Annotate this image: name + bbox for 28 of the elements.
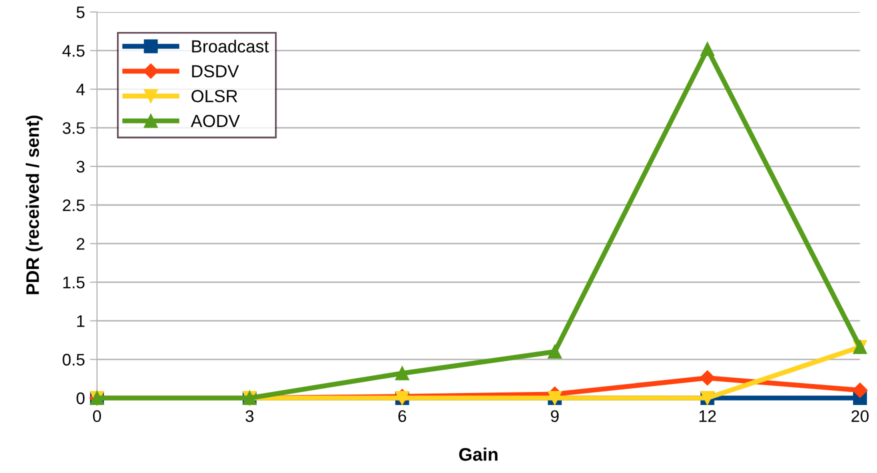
- y-tick-label: 3: [76, 160, 84, 173]
- x-tick-label: 0: [93, 410, 101, 422]
- point: [700, 42, 714, 56]
- legend-label: OLSR: [192, 90, 238, 102]
- y-tick-label: 0: [76, 392, 85, 404]
- legend-label: AODV: [190, 114, 240, 128]
- y-tick-label: 0.5: [62, 354, 84, 366]
- x-tick-label: 6: [398, 410, 406, 422]
- x-tick-label: 9: [550, 410, 559, 422]
- legend-label: Broadcast: [192, 40, 269, 53]
- point: [395, 366, 410, 380]
- y-tick-label: 2: [76, 238, 84, 250]
- x-axis-title: Gain: [459, 448, 498, 461]
- y-tick-label: 4: [76, 84, 85, 96]
- y-tick-label: 1: [77, 315, 84, 327]
- y-tick-label: 5: [76, 6, 84, 18]
- y-tick-label: 3.5: [62, 122, 84, 134]
- legend-label: DSDV: [192, 65, 239, 78]
- x-tick-label: 3: [246, 410, 254, 422]
- point: [852, 382, 868, 398]
- y-tick-label: 4.5: [62, 45, 84, 57]
- x-tick-label: 20: [852, 410, 869, 422]
- point: [700, 370, 715, 386]
- point: [548, 344, 562, 359]
- y-axis-title: PDR (received / sent): [26, 116, 43, 294]
- y-tick-label: 2.5: [62, 199, 84, 212]
- x-tick-label: 12: [699, 410, 716, 422]
- y-tick-label: 1.5: [63, 276, 84, 288]
